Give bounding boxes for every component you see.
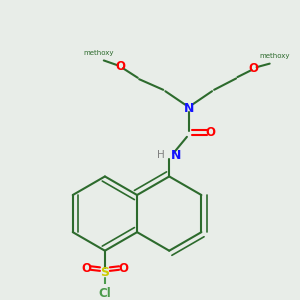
Text: O: O: [82, 262, 92, 275]
Text: S: S: [100, 266, 109, 279]
Text: N: N: [171, 149, 181, 162]
Text: methoxy: methoxy: [260, 53, 290, 59]
Text: Cl: Cl: [98, 287, 111, 300]
Text: O: O: [249, 62, 259, 75]
Text: H: H: [157, 150, 164, 160]
Text: methoxy: methoxy: [83, 50, 114, 56]
Text: N: N: [184, 102, 194, 115]
Text: O: O: [118, 262, 128, 275]
Text: O: O: [116, 60, 126, 73]
Text: O: O: [206, 126, 216, 139]
